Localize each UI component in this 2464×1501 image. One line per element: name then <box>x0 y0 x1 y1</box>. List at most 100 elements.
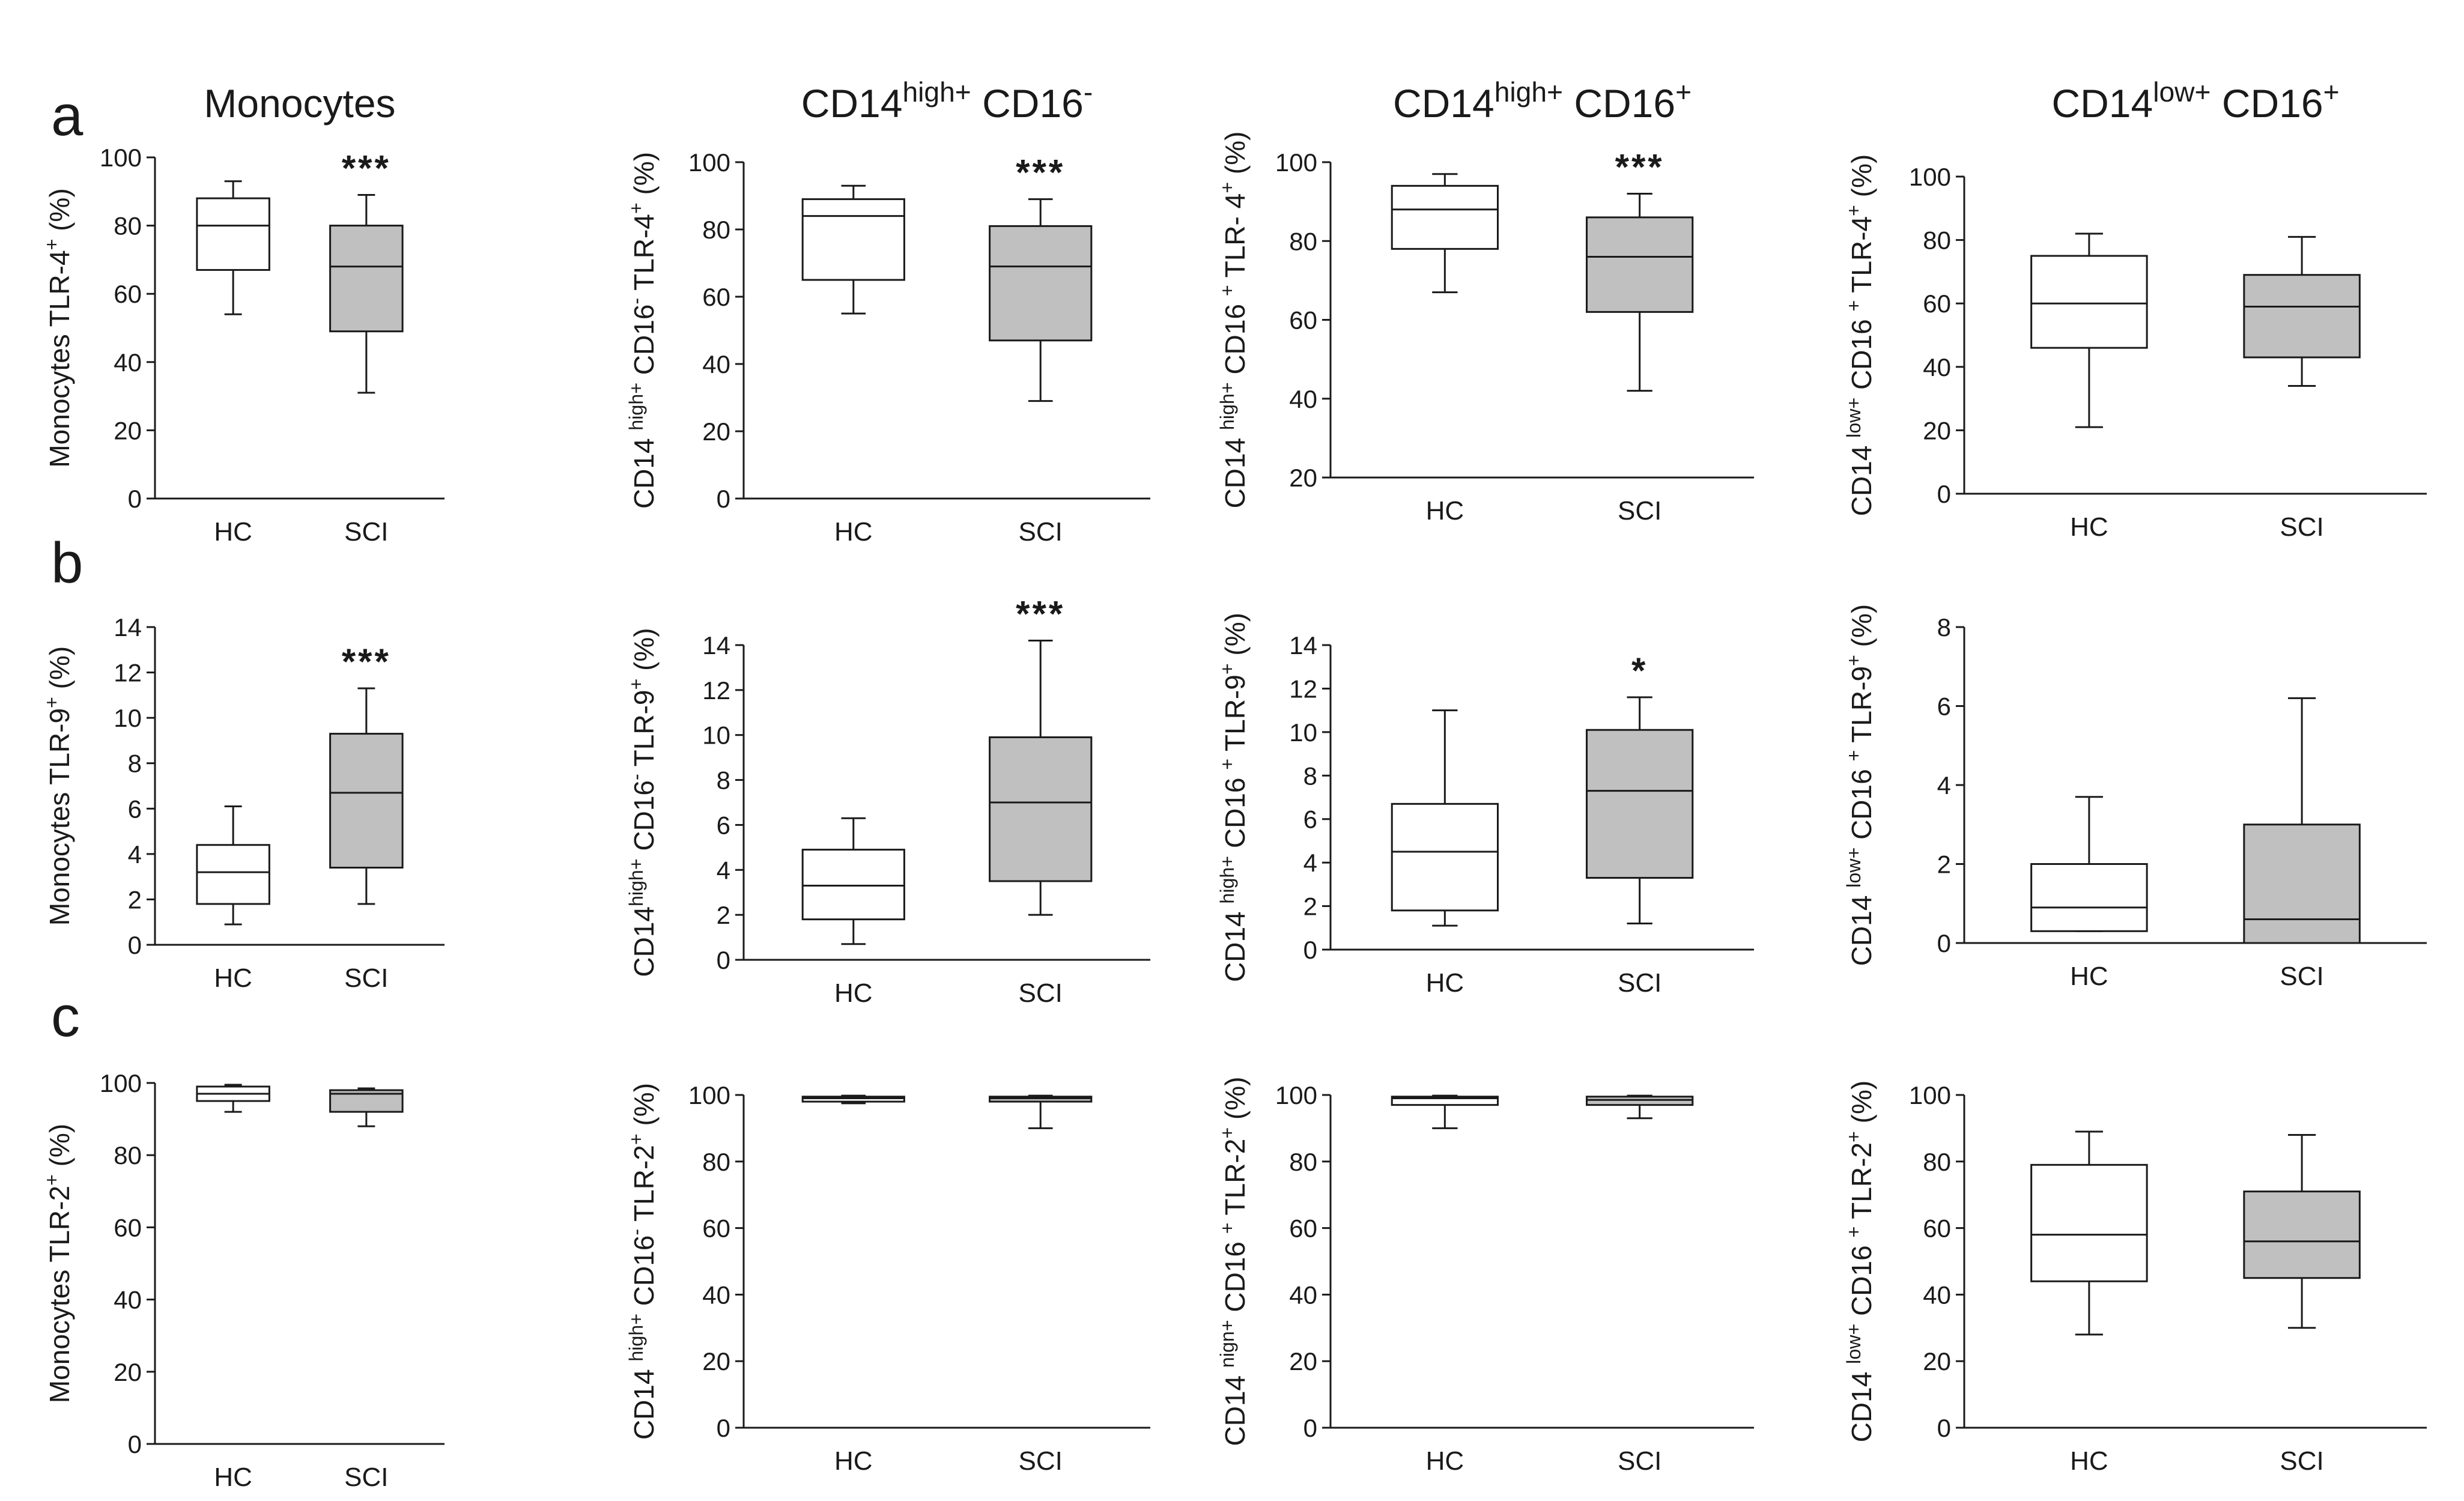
y-tick-label: 4 <box>1303 849 1317 877</box>
y-tick-label: 0 <box>1937 480 1951 508</box>
y-tick-label: 100 <box>100 1069 142 1097</box>
panel-b4: 0 2 4 6 8 CD14 low+ CD16 + TLR-9+ (%) HC SCI <box>1843 604 2427 991</box>
iqr-box <box>801 198 905 281</box>
y-axis-label: CD14 high+ CD16- TLR-2+ (%) <box>625 1083 660 1440</box>
panel-a2: 0 20 40 60 80 100 CD14 high+ CD16- TLR-4+ (%) H… <box>625 148 1150 547</box>
y-axis-label: CD14 low+ CD16 + TLR-2+ (%) <box>1843 1081 1877 1442</box>
y-tick-label: 100 <box>1275 1081 1317 1109</box>
y-tick-label: 0 <box>1937 929 1951 957</box>
y-tick-label: 6 <box>717 811 730 839</box>
significance-marker: *** <box>1016 594 1065 634</box>
y-tick-label: 2 <box>128 885 142 914</box>
box-sci <box>989 640 1093 916</box>
x-category-label: HC <box>214 517 252 547</box>
box-hc <box>801 1094 905 1105</box>
column-title-2: CD14high+ CD16- <box>801 76 1093 126</box>
significance-marker: *** <box>342 641 391 682</box>
y-tick-label: 20 <box>114 1358 142 1386</box>
y-tick-label: 2 <box>1303 893 1317 921</box>
y-tick-label: 40 <box>702 350 730 378</box>
y-tick-label: 100 <box>1909 1081 1951 1109</box>
y-axis-label: Monocytes TLR-2+ (%) <box>41 1124 75 1403</box>
x-category-label: HC <box>214 963 252 993</box>
box-sci <box>1586 696 1694 925</box>
panel-c2: 0 20 40 60 80 100 CD14 high+ CD16- TLR-2+ (%) H… <box>625 1081 1150 1476</box>
panel-b1: 0 2 4 6 8 10 12 14 Monocytes TLR-9+ (%) HC SCI *** <box>41 613 445 993</box>
y-tick-label: 100 <box>100 144 142 172</box>
y-tick-label: 20 <box>702 417 730 446</box>
panel-letter-c: c <box>51 984 80 1049</box>
box-hc <box>2030 232 2148 428</box>
y-tick-label: 20 <box>114 416 142 444</box>
y-tick-label: 0 <box>717 946 730 974</box>
y-axis-label: CD14 high+ CD16- TLR-4+ (%) <box>625 152 660 509</box>
iqr-box <box>196 197 270 271</box>
y-tick-label: 100 <box>688 1081 730 1109</box>
y-tick-label: 60 <box>702 283 730 311</box>
y-tick-label: 0 <box>128 1430 142 1458</box>
y-tick-label: 60 <box>114 1213 142 1242</box>
box-sci <box>2243 697 2361 944</box>
x-category-label: SCI <box>1019 517 1063 547</box>
x-category-label: SCI <box>344 1463 388 1492</box>
y-tick-label: 80 <box>702 1148 730 1176</box>
y-tick-label: 80 <box>1923 1148 1951 1176</box>
y-tick-label: 0 <box>128 931 142 959</box>
column-title-1: Monocytes <box>204 81 395 126</box>
y-tick-label: 80 <box>114 212 142 240</box>
y-axis-label: CD14 high+ CD16 + TLR-9+ (%) <box>1216 613 1251 982</box>
significance-marker: *** <box>1615 147 1664 187</box>
box-sci <box>329 687 404 905</box>
x-category-label: SCI <box>2280 1446 2323 1476</box>
x-category-label: SCI <box>344 963 388 993</box>
iqr-box <box>196 844 270 905</box>
box-hc <box>2030 796 2148 932</box>
panel-c1: 0 20 40 60 80 100 Monocytes TLR-2+ (%) HC SCI <box>41 1069 445 1492</box>
x-category-label: HC <box>1426 1446 1464 1476</box>
x-category-label: HC <box>2070 1446 2108 1476</box>
y-axis-label: CD14 low+ CD16 + TLR-4+ (%) <box>1843 154 1877 516</box>
box-hc <box>801 817 905 945</box>
iqr-box <box>2030 255 2148 349</box>
x-category-label: HC <box>2070 962 2108 991</box>
y-tick-label: 80 <box>702 216 730 244</box>
significance-marker: * <box>1631 650 1648 691</box>
y-tick-label: 8 <box>128 750 142 778</box>
y-tick-label: 0 <box>1303 936 1317 964</box>
x-category-label: HC <box>214 1463 252 1492</box>
y-tick-label: 12 <box>702 676 730 705</box>
y-axis-label: Monocytes TLR-9+ (%) <box>41 646 75 926</box>
y-tick-label: 0 <box>128 485 142 513</box>
box-sci <box>2243 1133 2361 1329</box>
x-category-label: HC <box>834 978 873 1008</box>
y-axis-label: CD14 low+ CD16 + TLR-9+ (%) <box>1843 604 1877 966</box>
x-category-label: SCI <box>2280 962 2323 991</box>
box-hc <box>2030 1130 2148 1336</box>
x-category-label: HC <box>1426 968 1464 998</box>
y-tick-label: 60 <box>114 280 142 308</box>
y-tick-label: 20 <box>1923 416 1951 444</box>
y-tick-label: 100 <box>688 148 730 177</box>
y-tick-label: 0 <box>717 1414 730 1442</box>
iqr-box <box>2243 274 2361 359</box>
iqr-box <box>1586 729 1694 879</box>
iqr-box <box>2030 1163 2148 1282</box>
y-tick-label: 20 <box>702 1347 730 1375</box>
panel-c3: 0 20 40 60 80 100 CD14 nign+ CD16 + TLR-2+ (%)… <box>1216 1077 1754 1476</box>
y-tick-label: 6 <box>1303 805 1317 834</box>
y-tick-label: 40 <box>1289 385 1317 413</box>
x-category-label: HC <box>834 517 873 547</box>
iqr-box <box>801 849 905 921</box>
y-tick-label: 2 <box>1937 851 1951 879</box>
y-tick-label: 80 <box>1923 226 1951 255</box>
x-category-label: HC <box>834 1446 873 1476</box>
iqr-box <box>2243 1190 2361 1279</box>
box-sci <box>1586 193 1694 392</box>
y-tick-label: 40 <box>1923 353 1951 381</box>
y-tick-label: 60 <box>1289 306 1317 335</box>
y-tick-label: 12 <box>1289 675 1317 703</box>
y-tick-label: 12 <box>114 659 142 687</box>
y-tick-label: 100 <box>1275 148 1317 177</box>
y-tick-label: 4 <box>128 840 142 869</box>
